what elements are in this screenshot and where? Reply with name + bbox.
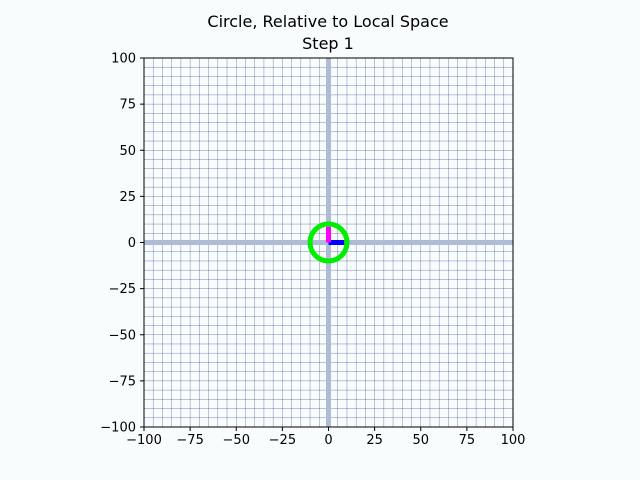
x-axis-ticks: −100 −75 −50 −25 0 25 50 75 100 <box>126 427 525 448</box>
x-tick-label: −100 <box>126 433 162 448</box>
y-tick-label: 50 <box>119 144 136 159</box>
y-tick-label: −50 <box>109 328 136 343</box>
y-tick-label: −25 <box>109 282 136 297</box>
data-series <box>307 221 350 264</box>
x-tick-label: −50 <box>223 433 250 448</box>
x-tick-label: 50 <box>412 433 429 448</box>
x-tick-label: −25 <box>269 433 296 448</box>
x-tick-label: 25 <box>366 433 383 448</box>
chart-subtitle: Step 1 <box>302 34 354 53</box>
y-tick-label: 0 <box>128 236 136 251</box>
y-tick-label: −75 <box>109 374 136 389</box>
x-tick-label: −75 <box>176 433 203 448</box>
y-axis-ticks: 100 75 50 25 0 −25 −50 −75 −100 <box>100 52 144 436</box>
x-tick-label: 75 <box>459 433 476 448</box>
x-tick-label: 100 <box>501 433 526 448</box>
y-tick-label: 100 <box>111 52 136 67</box>
y-tick-label: 75 <box>119 98 136 113</box>
x-tick-label: 0 <box>324 433 332 448</box>
circle-shape <box>307 221 350 264</box>
chart-title: Circle, Relative to Local Space <box>207 12 448 31</box>
y-tick-label: 25 <box>119 190 136 205</box>
y-tick-label: −100 <box>100 421 136 436</box>
